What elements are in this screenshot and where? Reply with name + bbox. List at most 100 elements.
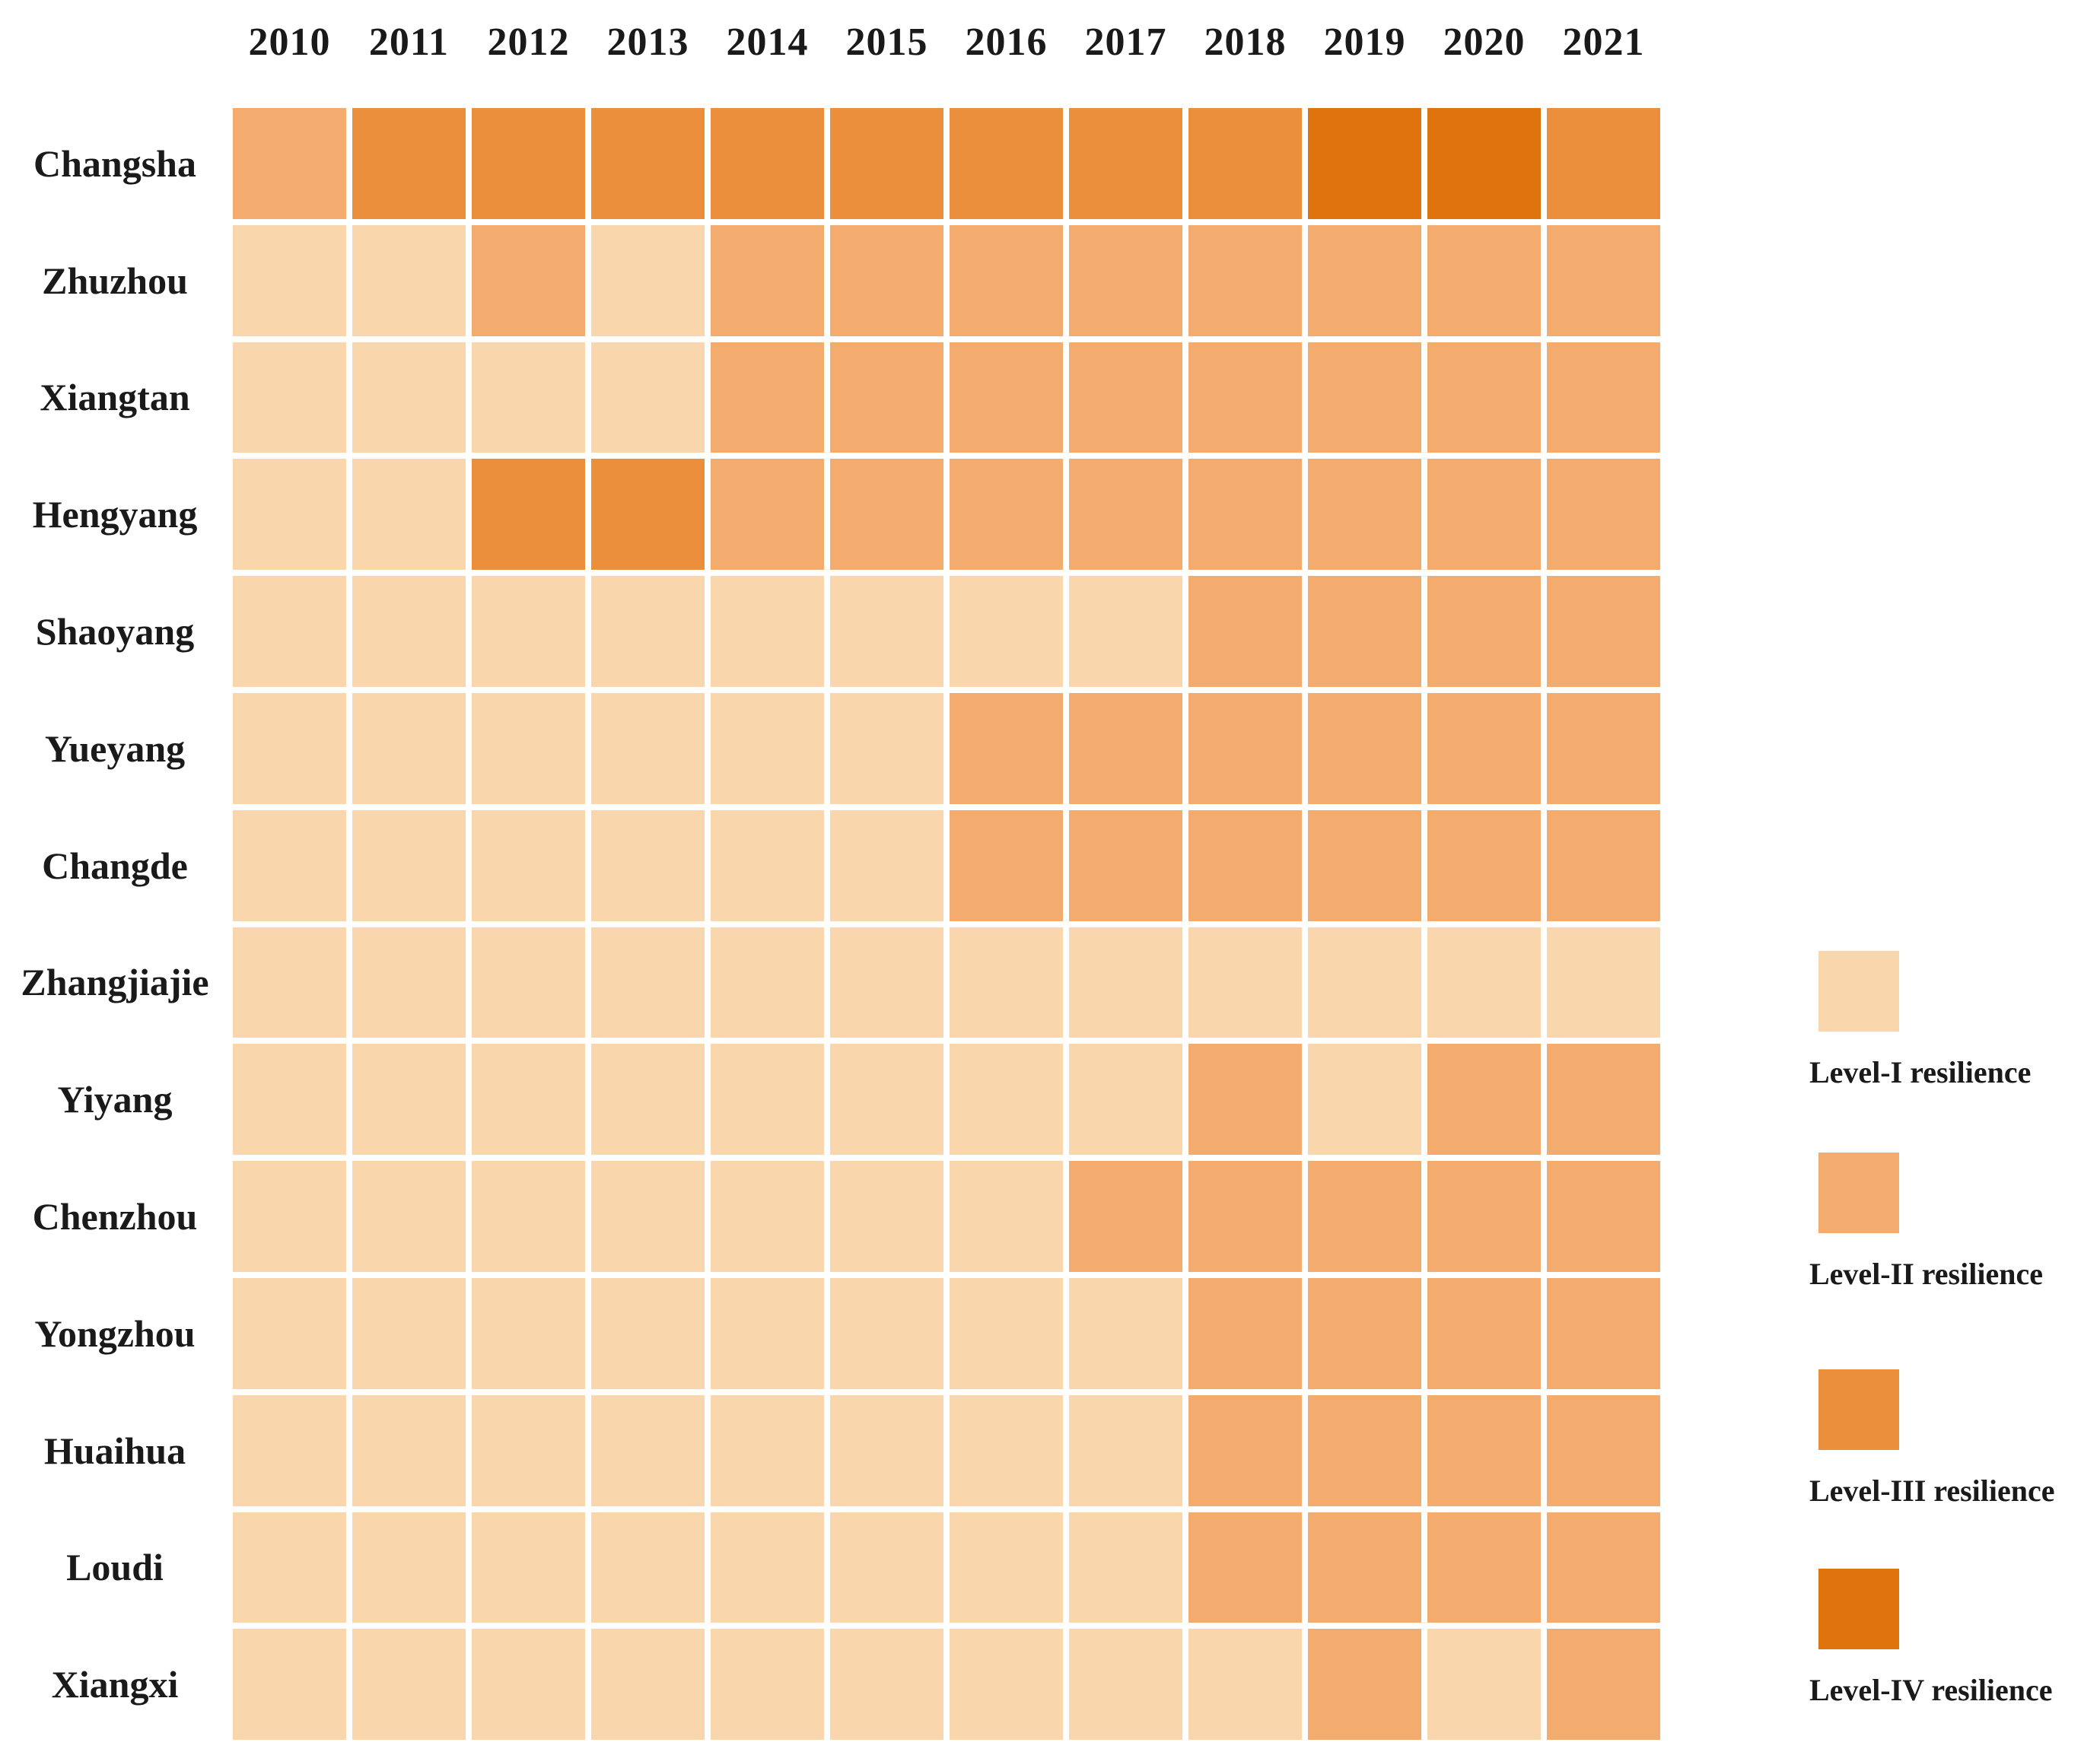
heatmap-cell-loudi-2016: [947, 1509, 1066, 1626]
heatmap-cell-hengyang-2018: [1185, 456, 1305, 574]
heatmap-cell-hengyang-2019: [1305, 456, 1424, 574]
heatmap-cell-zhangjiajie-2012: [469, 924, 588, 1041]
heatmap-cell-yiyang-2015: [827, 1041, 947, 1159]
row-label-yongzhou: Yongzhou: [34, 1312, 196, 1355]
heatmap-cell-zhuzhou-2017: [1066, 221, 1185, 339]
heatmap-cell-xiangxi-2013: [588, 1626, 708, 1744]
year-label-2021: 2021: [1562, 21, 1645, 64]
heatmap-cell-xiangxi-2014: [708, 1626, 827, 1744]
heatmap-cell-yiyang-2021: [1544, 1041, 1663, 1159]
heatmap-cell-changsha-2010: [230, 105, 349, 222]
legend-swatch-level-4: [1818, 1569, 1899, 1649]
heatmap-cell-shaoyang-2012: [469, 573, 588, 690]
heatmap-cell-xiangtan-2019: [1305, 339, 1424, 456]
legend-label-level-1: Level-I resilience: [1809, 1055, 2032, 1089]
heatmap-cell-xiangxi-2018: [1185, 1626, 1305, 1744]
heatmap-cell-yiyang-2010: [230, 1041, 349, 1159]
heatmap-cell-xiangxi-2021: [1544, 1626, 1663, 1744]
heatmap-cell-shaoyang-2018: [1185, 573, 1305, 690]
legend-label-level-4: Level-IV resilience: [1809, 1673, 2053, 1707]
legend-swatch-level-3: [1818, 1369, 1899, 1450]
row-label-yiyang: Yiyang: [57, 1078, 173, 1121]
heatmap-cell-xiangxi-2020: [1424, 1626, 1544, 1744]
heatmap-cell-zhuzhou-2010: [230, 221, 349, 339]
heatmap-cell-huaihua-2011: [349, 1391, 469, 1509]
heatmap-cell-zhangjiajie-2011: [349, 924, 469, 1041]
heatmap-cell-yongzhou-2013: [588, 1274, 708, 1392]
heatmap-cell-shaoyang-2015: [827, 573, 947, 690]
heatmap-cell-zhuzhou-2015: [827, 221, 947, 339]
heatmap-cell-yiyang-2017: [1066, 1041, 1185, 1159]
year-label-2015: 2015: [845, 21, 928, 64]
heatmap-cell-yueyang-2014: [708, 689, 827, 807]
heatmap-cell-yueyang-2016: [947, 689, 1066, 807]
heatmap-cell-xiangxi-2010: [230, 1626, 349, 1744]
legend-label-level-2: Level-II resilience: [1809, 1257, 2043, 1291]
heatmap-cell-zhuzhou-2021: [1544, 221, 1663, 339]
heatmap-cell-changsha-2019: [1305, 105, 1424, 222]
heatmap-cell-zhuzhou-2016: [947, 221, 1066, 339]
heatmap-cell-yueyang-2017: [1066, 689, 1185, 807]
row-label-chenzhou: Chenzhou: [32, 1195, 198, 1238]
heatmap-cell-xiangtan-2018: [1185, 339, 1305, 456]
heatmap-cell-zhangjiajie-2021: [1544, 924, 1663, 1041]
row-label-hengyang: Hengyang: [32, 493, 198, 536]
heatmap-cell-loudi-2013: [588, 1509, 708, 1626]
heatmap-cell-huaihua-2016: [947, 1391, 1066, 1509]
heatmap-cell-changsha-2016: [947, 105, 1066, 222]
heatmap-cell-chenzhou-2015: [827, 1158, 947, 1275]
heatmap-cell-zhangjiajie-2015: [827, 924, 947, 1041]
heatmap-cell-yongzhou-2021: [1544, 1274, 1663, 1392]
heatmap-cell-hengyang-2015: [827, 456, 947, 574]
year-label-2014: 2014: [726, 21, 809, 64]
heatmap-cell-xiangtan-2012: [469, 339, 588, 456]
heatmap-cell-changsha-2012: [469, 105, 588, 222]
heatmap-cell-changde-2011: [349, 806, 469, 924]
heatmap-cell-shaoyang-2021: [1544, 573, 1663, 690]
heatmap-cell-hengyang-2010: [230, 456, 349, 574]
heatmap-cell-huaihua-2010: [230, 1391, 349, 1509]
heatmap-cell-yueyang-2013: [588, 689, 708, 807]
year-label-2017: 2017: [1084, 21, 1167, 64]
heatmap-cell-zhangjiajie-2020: [1424, 924, 1544, 1041]
heatmap-cell-shaoyang-2014: [708, 573, 827, 690]
row-label-zhangjiajie: Zhangjiajie: [21, 961, 209, 1004]
heatmap-cell-hengyang-2016: [947, 456, 1066, 574]
heatmap-cell-chenzhou-2013: [588, 1158, 708, 1275]
heatmap-cell-yongzhou-2012: [469, 1274, 588, 1392]
heatmap-cell-xiangxi-2015: [827, 1626, 947, 1744]
row-label-xiangxi: Xiangxi: [51, 1663, 179, 1706]
heatmap-cell-zhangjiajie-2010: [230, 924, 349, 1041]
row-label-loudi: Loudi: [66, 1546, 164, 1589]
heatmap-cell-yueyang-2011: [349, 689, 469, 807]
heatmap-cell-yiyang-2011: [349, 1041, 469, 1159]
heatmap-cell-huaihua-2014: [708, 1391, 827, 1509]
heatmap-cell-changde-2015: [827, 806, 947, 924]
heatmap-cell-hengyang-2021: [1544, 456, 1663, 574]
heatmap-cell-zhangjiajie-2019: [1305, 924, 1424, 1041]
legend-entry-level-4: Level-IV resilience: [1809, 1569, 2053, 1708]
heatmap-cell-chenzhou-2021: [1544, 1158, 1663, 1275]
heatmap-cell-xiangtan-2020: [1424, 339, 1544, 456]
heatmap-cell-yongzhou-2019: [1305, 1274, 1424, 1392]
heatmap-cell-xiangxi-2012: [469, 1626, 588, 1744]
heatmap-cell-xiangxi-2019: [1305, 1626, 1424, 1744]
heatmap-cell-yiyang-2014: [708, 1041, 827, 1159]
row-label-changde: Changde: [42, 844, 188, 887]
heatmap-cell-zhangjiajie-2016: [947, 924, 1066, 1041]
heatmap-cell-chenzhou-2011: [349, 1158, 469, 1275]
heatmap-cell-xiangxi-2016: [947, 1626, 1066, 1744]
heatmap-cell-chenzhou-2010: [230, 1158, 349, 1275]
heatmap-cell-changde-2013: [588, 806, 708, 924]
heatmap-cell-xiangxi-2017: [1066, 1626, 1185, 1744]
row-label-yueyang: Yueyang: [44, 727, 186, 770]
heatmap-cell-zhuzhou-2020: [1424, 221, 1544, 339]
heatmap-cell-loudi-2017: [1066, 1509, 1185, 1626]
heatmap-cell-changsha-2021: [1544, 105, 1663, 222]
year-label-2011: 2011: [368, 21, 450, 64]
heatmap-cell-loudi-2015: [827, 1509, 947, 1626]
heatmap-cell-zhangjiajie-2018: [1185, 924, 1305, 1041]
heatmap-cell-shaoyang-2019: [1305, 573, 1424, 690]
heatmap-cell-loudi-2010: [230, 1509, 349, 1626]
